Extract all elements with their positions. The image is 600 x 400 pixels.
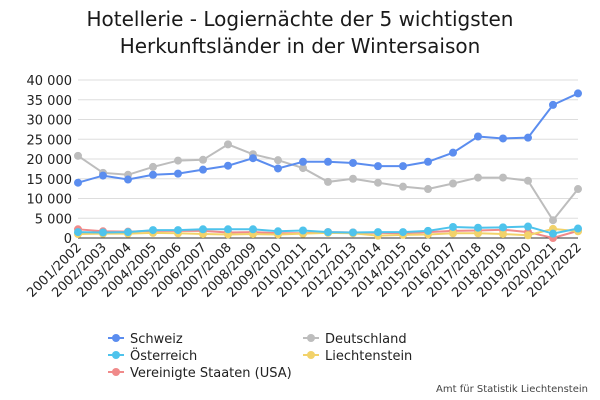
data-point [524, 176, 532, 185]
chart-title-line-1: Hotellerie - Logiernächte der 5 wichtigs… [86, 7, 513, 31]
chart-title-line-2: Herkunftsländer in der Wintersaison [120, 34, 481, 58]
data-point [99, 228, 107, 237]
legend-item: Liechtenstein [303, 349, 412, 364]
data-point [574, 224, 582, 233]
data-point [199, 155, 207, 164]
data-point [399, 228, 407, 237]
series-schweiz [74, 89, 582, 187]
data-point [174, 169, 182, 178]
data-point [324, 177, 332, 186]
data-point [499, 230, 507, 239]
data-point [449, 179, 457, 188]
data-point [224, 140, 232, 149]
data-point [524, 133, 532, 142]
data-point [199, 225, 207, 234]
data-point [149, 162, 157, 171]
legend-marker-icon [112, 351, 120, 359]
series-deutschland [74, 140, 582, 225]
data-point [324, 157, 332, 166]
data-point [224, 225, 232, 234]
y-tick-label: 0 [64, 232, 72, 247]
source-note: Amt für Statistik Liechtenstein [436, 384, 588, 395]
data-point [299, 164, 307, 173]
legend-label: Vereinigte Staaten (USA) [130, 366, 292, 381]
legend-item: Schweiz [108, 332, 183, 347]
data-point [424, 185, 432, 194]
data-point [149, 170, 157, 179]
data-point [174, 226, 182, 235]
data-point [224, 161, 232, 170]
legend-item: Vereinigte Staaten (USA) [108, 366, 292, 381]
data-point [149, 226, 157, 235]
data-point [349, 174, 357, 183]
legend-item: Deutschland [303, 332, 407, 347]
data-point [499, 223, 507, 232]
legend-label: Schweiz [130, 332, 183, 347]
data-point [74, 228, 82, 237]
series-layer [74, 89, 582, 242]
x-axis: 2001/20022002/20032003/20042004/20052005… [24, 240, 585, 301]
legend-marker-icon [307, 334, 315, 342]
data-point [299, 226, 307, 235]
legend: Schweiz Deutschland Österreich Liechtenstei… [108, 332, 412, 381]
legend-marker-icon [112, 334, 120, 342]
y-tick-label: 30 000 [27, 114, 73, 129]
legend-item: Österreich [108, 347, 197, 364]
data-point [574, 89, 582, 98]
data-point [474, 223, 482, 232]
data-point [349, 158, 357, 167]
data-point [124, 228, 132, 237]
y-tick-label: 40 000 [27, 74, 73, 89]
data-point [449, 229, 457, 238]
y-tick-label: 15 000 [27, 173, 73, 188]
data-point [174, 156, 182, 165]
data-point [474, 132, 482, 141]
data-point [274, 156, 282, 165]
data-point [474, 173, 482, 182]
data-point [574, 185, 582, 194]
data-point [299, 157, 307, 166]
data-point [349, 228, 357, 237]
data-point [274, 227, 282, 236]
data-point [74, 178, 82, 187]
data-point [274, 164, 282, 173]
legend-label: Deutschland [325, 332, 407, 347]
data-point [199, 165, 207, 174]
data-point [374, 162, 382, 171]
y-axis: 0 5 000 10 000 15 000 20 000 25 000 30 000 35 0… [27, 74, 73, 247]
data-point [124, 175, 132, 184]
data-point [249, 154, 257, 163]
y-tick-label: 20 000 [27, 153, 73, 168]
y-tick-label: 25 000 [27, 133, 73, 148]
data-point [449, 148, 457, 157]
data-point [449, 222, 457, 231]
y-tick-label: 35 000 [27, 94, 73, 109]
legend-marker-icon [307, 351, 315, 359]
data-point [424, 157, 432, 166]
legend-label: Liechtenstein [325, 349, 412, 364]
data-point [499, 134, 507, 143]
data-point [549, 229, 557, 238]
data-point [99, 171, 107, 180]
data-point [524, 222, 532, 231]
data-point [549, 100, 557, 109]
series-österreich [74, 222, 582, 238]
data-point [324, 228, 332, 237]
data-point [499, 173, 507, 182]
data-point [524, 231, 532, 240]
data-point [249, 225, 257, 234]
data-point [474, 229, 482, 238]
data-point [399, 162, 407, 171]
data-point [374, 178, 382, 187]
data-point [74, 151, 82, 160]
data-point [399, 182, 407, 191]
data-point [374, 228, 382, 237]
y-tick-label: 5 000 [35, 212, 72, 227]
data-point [424, 226, 432, 235]
legend-label: Österreich [130, 347, 197, 364]
data-point [549, 216, 557, 225]
y-tick-label: 10 000 [27, 193, 73, 208]
legend-marker-icon [112, 368, 120, 376]
